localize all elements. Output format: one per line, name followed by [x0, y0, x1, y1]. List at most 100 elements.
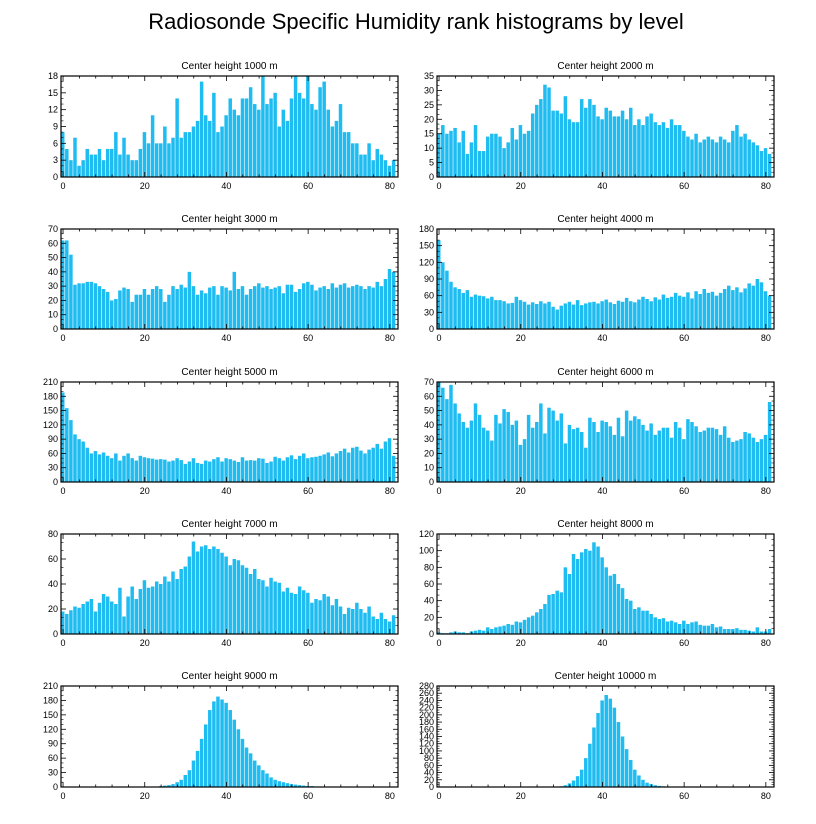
bar	[727, 437, 731, 482]
bar	[710, 427, 715, 482]
bar	[318, 87, 322, 177]
bar	[387, 269, 392, 329]
bar	[518, 300, 523, 329]
bar	[77, 283, 81, 329]
bar	[530, 615, 535, 634]
bar	[592, 422, 596, 482]
x-tick-label: 0	[61, 791, 66, 801]
y-tick-label: 150	[43, 406, 58, 416]
bar	[220, 699, 224, 787]
bar	[130, 458, 134, 482]
bar	[506, 303, 510, 329]
bar	[457, 142, 461, 177]
bar	[539, 99, 543, 177]
bar	[346, 452, 351, 482]
panel-title: Center height 8000 m	[557, 519, 653, 530]
bar	[653, 617, 657, 634]
bar	[302, 453, 306, 482]
bar	[285, 457, 290, 482]
y-tick-label: 40	[424, 768, 434, 778]
bar	[322, 81, 326, 177]
x-tick-label: 20	[140, 638, 150, 648]
bar	[449, 384, 453, 482]
bar	[584, 549, 588, 634]
bar	[379, 286, 384, 329]
bar	[620, 301, 625, 329]
y-tick-label: 30	[424, 85, 434, 95]
bar	[665, 127, 670, 177]
bar	[175, 458, 179, 482]
bar	[469, 142, 474, 177]
bar	[277, 582, 281, 634]
x-tick-label: 80	[385, 791, 395, 801]
y-tick-label: 0	[53, 324, 58, 334]
bar	[682, 620, 686, 634]
bar	[718, 434, 723, 482]
bar	[269, 461, 273, 482]
bar	[600, 420, 604, 482]
bar	[735, 125, 739, 177]
bar	[159, 459, 163, 482]
y-tick-label: 180	[419, 224, 434, 234]
y-tick-label: 240	[419, 695, 434, 705]
bar	[645, 782, 649, 787]
bar	[526, 304, 531, 329]
bar	[669, 437, 674, 482]
bar	[142, 132, 147, 177]
bar	[673, 125, 678, 177]
x-tick-label: 60	[303, 638, 313, 648]
y-tick-label: 90	[424, 274, 434, 284]
y-tick-label: 30	[424, 434, 434, 444]
bar	[633, 125, 637, 177]
bar	[195, 551, 200, 634]
x-tick-label: 20	[516, 181, 526, 191]
bar	[265, 586, 269, 634]
bar	[216, 457, 220, 482]
bar	[244, 98, 249, 177]
y-tick-label: 220	[419, 703, 434, 713]
bar	[743, 432, 747, 482]
bar	[244, 294, 249, 329]
bar	[604, 107, 608, 177]
bar	[379, 154, 384, 177]
bar	[563, 303, 568, 329]
bar	[616, 300, 621, 329]
panel-10: Center height 10000 m0 20 40 60 800204060801…	[419, 671, 775, 801]
plot-frame	[60, 685, 399, 788]
bar	[763, 291, 768, 329]
bar	[563, 96, 568, 177]
bar	[199, 463, 204, 482]
bar	[351, 609, 355, 634]
bar	[543, 303, 547, 329]
bar	[203, 460, 208, 482]
bar	[114, 453, 118, 482]
y-tick-label: 140	[419, 732, 434, 742]
bar	[289, 592, 294, 634]
bar	[673, 292, 678, 329]
bar	[543, 604, 547, 634]
bar	[322, 594, 326, 634]
bar	[199, 290, 204, 329]
panel-title: Center height 2000 m	[557, 61, 653, 72]
bar	[81, 283, 85, 329]
bar	[735, 287, 739, 329]
bar	[755, 442, 760, 482]
bar	[718, 626, 723, 634]
bar	[257, 579, 261, 634]
y-tick-label: 150	[419, 241, 434, 251]
bar	[510, 127, 515, 177]
bar	[731, 442, 735, 482]
bar	[322, 286, 326, 329]
bar	[722, 426, 727, 482]
x-tick-label: 40	[597, 181, 607, 191]
bar	[747, 139, 751, 177]
bar	[498, 300, 502, 329]
bar	[506, 624, 510, 634]
bar	[690, 622, 694, 634]
bar	[579, 432, 584, 482]
bar	[318, 600, 322, 634]
x-tick-label: 0	[61, 181, 66, 191]
bar	[167, 581, 171, 634]
bar	[73, 137, 77, 177]
bar	[694, 426, 698, 482]
